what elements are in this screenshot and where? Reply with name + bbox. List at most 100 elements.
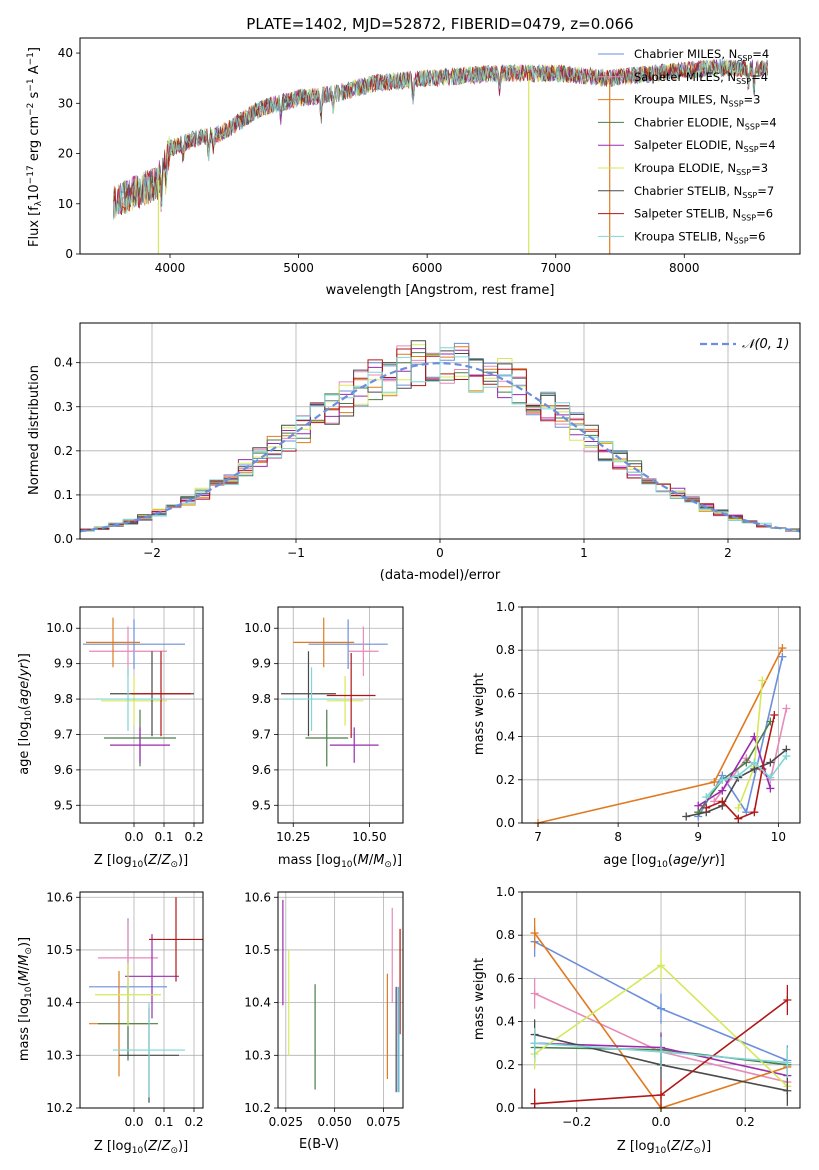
weight-line-salpeter-stelib <box>705 714 776 820</box>
errorbar-chabrier-miles <box>83 619 185 669</box>
y-tick-label: 10.6 <box>46 890 73 904</box>
weight-marker-salpeter-stelib <box>702 803 711 812</box>
mass-vs-ebv-panel: 0.025 0.050 0.075 10.2 10.3 10.4 10.5 10.6 E(B-… <box>244 890 404 1152</box>
y-tick-label: 10.0 <box>244 621 271 635</box>
errorbar-salpeter-stelib <box>131 651 191 737</box>
weight-vs-age-xlabel: age [log10(age/yr)] <box>603 853 725 870</box>
mass-vs-ebv-plot: 0.025 0.050 0.075 10.2 10.3 10.4 10.5 10.6 <box>244 890 404 1129</box>
errorbar-salpeter-elodie <box>125 934 179 1019</box>
weight-vs-age-panel: 7 8 9 10 0.0 0.2 0.4 0.6 0.8 1.0 age [log10(age/y… <box>472 600 801 870</box>
y-tick-label: 0.0 <box>496 1101 515 1115</box>
errorbar-salpeter-miles <box>348 626 379 677</box>
y-tick-label: 10.2 <box>46 1101 73 1115</box>
y-tick-label: 40 <box>58 46 73 60</box>
y-tick-label: 0.0 <box>54 532 73 546</box>
weight-marker-kroupa-stelib <box>702 793 711 802</box>
residuals-xlabel: (data-model)/error <box>380 568 501 583</box>
errorbar-kroupa-stelib <box>113 1002 185 1098</box>
x-tick-label: 0.2 <box>184 1115 203 1129</box>
weight-vs-metallicity-panel: −0.2 0.0 0.2 0.0 0.2 0.4 0.6 0.8 1.0 Z [log10(Z/… <box>472 885 801 1156</box>
errorbar-salpeter-elodie <box>329 727 379 763</box>
y-tick-label: 0.0 <box>496 816 515 830</box>
y-tick-label: 9.5 <box>252 798 271 812</box>
weight-marker-chabrier-stelib <box>682 812 691 821</box>
errorbar-points <box>281 617 388 767</box>
residuals-ylabel: Normed distribution <box>27 365 42 495</box>
y-tick-label: 9.9 <box>252 657 271 671</box>
weight-marker-chabrier-miles <box>778 652 787 661</box>
weight-marker-salpeter-elodie <box>766 784 775 793</box>
y-tick-label: 10 <box>58 197 73 211</box>
x-tick-label: 10 <box>771 830 786 844</box>
y-tick-label: 10.0 <box>46 621 73 635</box>
y-tick-label: 9.5 <box>54 798 73 812</box>
errorbar-chabrier-stelib <box>281 651 336 737</box>
x-tick-label: 8 <box>614 830 622 844</box>
y-tick-label: 0 <box>65 247 73 261</box>
y-tick-label: 10.4 <box>46 996 73 1010</box>
y-tick-label: 0.4 <box>496 1015 515 1029</box>
weight-marker-kroupa-stelib <box>766 773 775 782</box>
weight-marker-salpeter-stelib <box>718 797 727 806</box>
y-tick-label: 30 <box>58 96 73 110</box>
x-tick-label: 1 <box>580 546 588 560</box>
errorbar-points <box>89 897 203 1103</box>
spectrum-plot: 4000 5000 6000 7000 8000 0 10 20 30 40 Chabrier MI… <box>58 37 801 275</box>
y-tick-label: 9.7 <box>252 727 271 741</box>
x-tick-label: 0.050 <box>317 1115 351 1129</box>
y-tick-label: 0.1 <box>54 488 73 502</box>
weight-marker-salpeter-elodie <box>694 801 703 810</box>
x-tick-label: −2 <box>143 546 161 560</box>
y-tick-label: 0.8 <box>496 928 515 942</box>
age-vs-metallicity-ylabel: age [log10(age/yr)] <box>17 653 34 775</box>
spectrum-panel: PLATE=1402, MJD=52872, FIBERID=0479, z=0… <box>26 15 801 298</box>
legend-label-normal: 𝒩(0, 1) <box>742 337 789 352</box>
errorbar-salpeter-stelib <box>326 653 376 739</box>
weight-vs-metallicity-xlabel: Z [log10(Z/Z⊙)] <box>617 1139 711 1156</box>
axes-frame <box>79 606 204 824</box>
x-tick-label: 0.075 <box>366 1115 400 1129</box>
axes-frame <box>79 891 204 1109</box>
normal-curve <box>79 361 801 533</box>
weight-vs-age-ylabel: mass weight <box>472 673 487 755</box>
x-tick-label: 8000 <box>669 261 700 275</box>
y-tick-label: 0.2 <box>496 773 515 787</box>
legend-label-kroupa-miles: Kroupa MILES, NSSP=3 <box>634 93 760 109</box>
spectrum-title: PLATE=1402, MJD=52872, FIBERID=0479, z=0… <box>246 15 633 33</box>
x-tick-label: 0 <box>436 546 444 560</box>
y-tick-label: 0.8 <box>496 643 515 657</box>
weight-marker-kroupa-stelib <box>750 758 759 767</box>
weight-series <box>530 917 792 1112</box>
y-tick-label: 20 <box>58 147 73 161</box>
weight-marker-kroupa-stelib <box>782 752 791 761</box>
weight-line-kroupa-stelib <box>705 755 788 798</box>
x-tick-label: 0.0 <box>124 1115 143 1129</box>
weight-marker-salpeter-stelib <box>770 711 779 719</box>
errorbar-salpeter-stelib <box>149 897 203 982</box>
x-tick-label: 2 <box>724 546 732 560</box>
x-tick-label: 0.1 <box>154 1115 173 1129</box>
weight-marker-kroupa-stelib <box>718 775 727 784</box>
mass-vs-metallicity-ylabel: mass [log10(M/M⊙)] <box>17 937 34 1061</box>
x-tick-label: 0.0 <box>124 830 143 844</box>
spectrum-xlabel: wavelength [Angstrom, rest frame] <box>326 283 555 298</box>
errorbar-chabrier-miles <box>308 619 388 669</box>
spectrum-legend: Chabrier MILES, NSSP=4 Salpeter MILES, NS… <box>598 47 777 245</box>
weight-marker-kroupa-elodie <box>758 676 767 685</box>
axes-frame <box>79 37 801 255</box>
x-tick-label: 0.1 <box>154 830 173 844</box>
axes-frame <box>277 606 404 824</box>
age-vs-mass-plot: 10.25 10.50 9.5 9.6 9.7 9.8 9.9 10.0 <box>244 606 404 844</box>
age-vs-metallicity-xlabel: Z [log10(Z/Z⊙)] <box>94 853 188 870</box>
mass-vs-metallicity-plot: 0.0 0.1 0.2 10.2 10.3 10.4 10.5 10.6 <box>46 890 203 1129</box>
errorbar-kroupa-elodie <box>95 963 161 1027</box>
weight-series <box>534 644 791 827</box>
axes-frame <box>521 606 801 824</box>
x-tick-label: 7000 <box>540 261 571 275</box>
age-vs-metallicity-panel: 0.0 0.1 0.2 9.5 9.6 9.7 9.8 9.9 10.0 Z [log10(Z/… <box>17 606 204 870</box>
weight-marker-salpeter-stelib <box>750 808 759 817</box>
x-tick-label: 6000 <box>412 261 443 275</box>
weight-marker-salpeter-elodie <box>718 786 727 795</box>
errorbar-kroupa-miles <box>293 617 355 668</box>
